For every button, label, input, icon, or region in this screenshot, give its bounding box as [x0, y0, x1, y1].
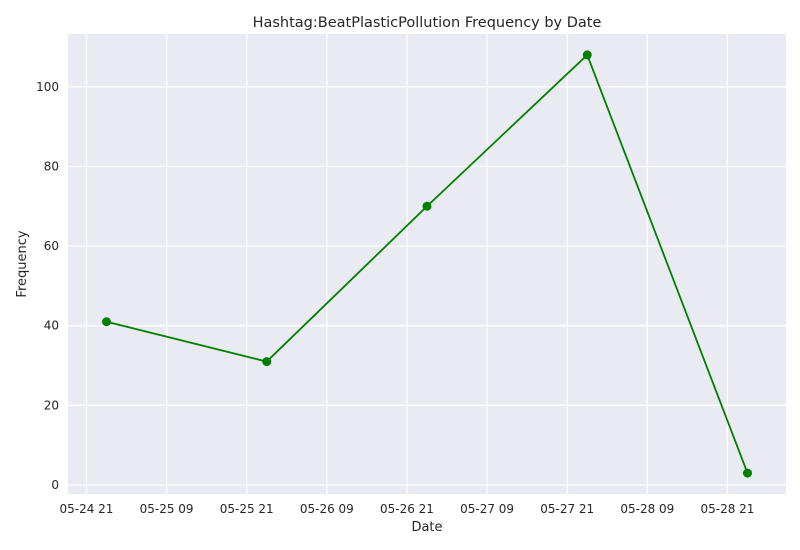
series-group: [102, 50, 752, 478]
data-point: [582, 50, 592, 60]
y-tick-label: 60: [44, 239, 59, 253]
y-tick-label: 0: [51, 478, 59, 492]
x-axis-label: Date: [411, 520, 442, 535]
x-tick-label: 05-25 21: [220, 502, 274, 516]
x-tick-label: 05-26 21: [380, 502, 434, 516]
y-tick-label: 20: [44, 398, 59, 412]
chart-title: Hashtag:BeatPlasticPollution Frequency b…: [253, 15, 602, 31]
y-tick-label: 40: [44, 319, 59, 333]
y-tick-label: 100: [36, 80, 59, 94]
x-tick-label: 05-27 09: [460, 502, 514, 516]
data-point: [262, 357, 272, 367]
data-point: [422, 201, 432, 211]
x-tick-label: 05-24 21: [59, 502, 113, 516]
x-tick-label: 05-26 09: [300, 502, 354, 516]
data-point: [742, 468, 752, 478]
y-axis-ticks: 0 20 40 60 80 100: [36, 80, 59, 492]
x-axis-ticks: 05-24 21 05-25 09 05-25 21 05-26 09 05-26 21…: [59, 502, 754, 516]
data-point: [102, 317, 112, 327]
x-tick-label: 05-28 09: [620, 502, 674, 516]
y-tick-label: 80: [44, 159, 59, 173]
gridlines: [68, 34, 786, 494]
x-tick-label: 05-27 21: [540, 502, 594, 516]
y-axis-label: Frequency: [15, 230, 30, 297]
plot-area: [68, 34, 786, 494]
x-tick-label: 05-25 09: [140, 502, 194, 516]
x-tick-label: 05-28 21: [700, 502, 754, 516]
